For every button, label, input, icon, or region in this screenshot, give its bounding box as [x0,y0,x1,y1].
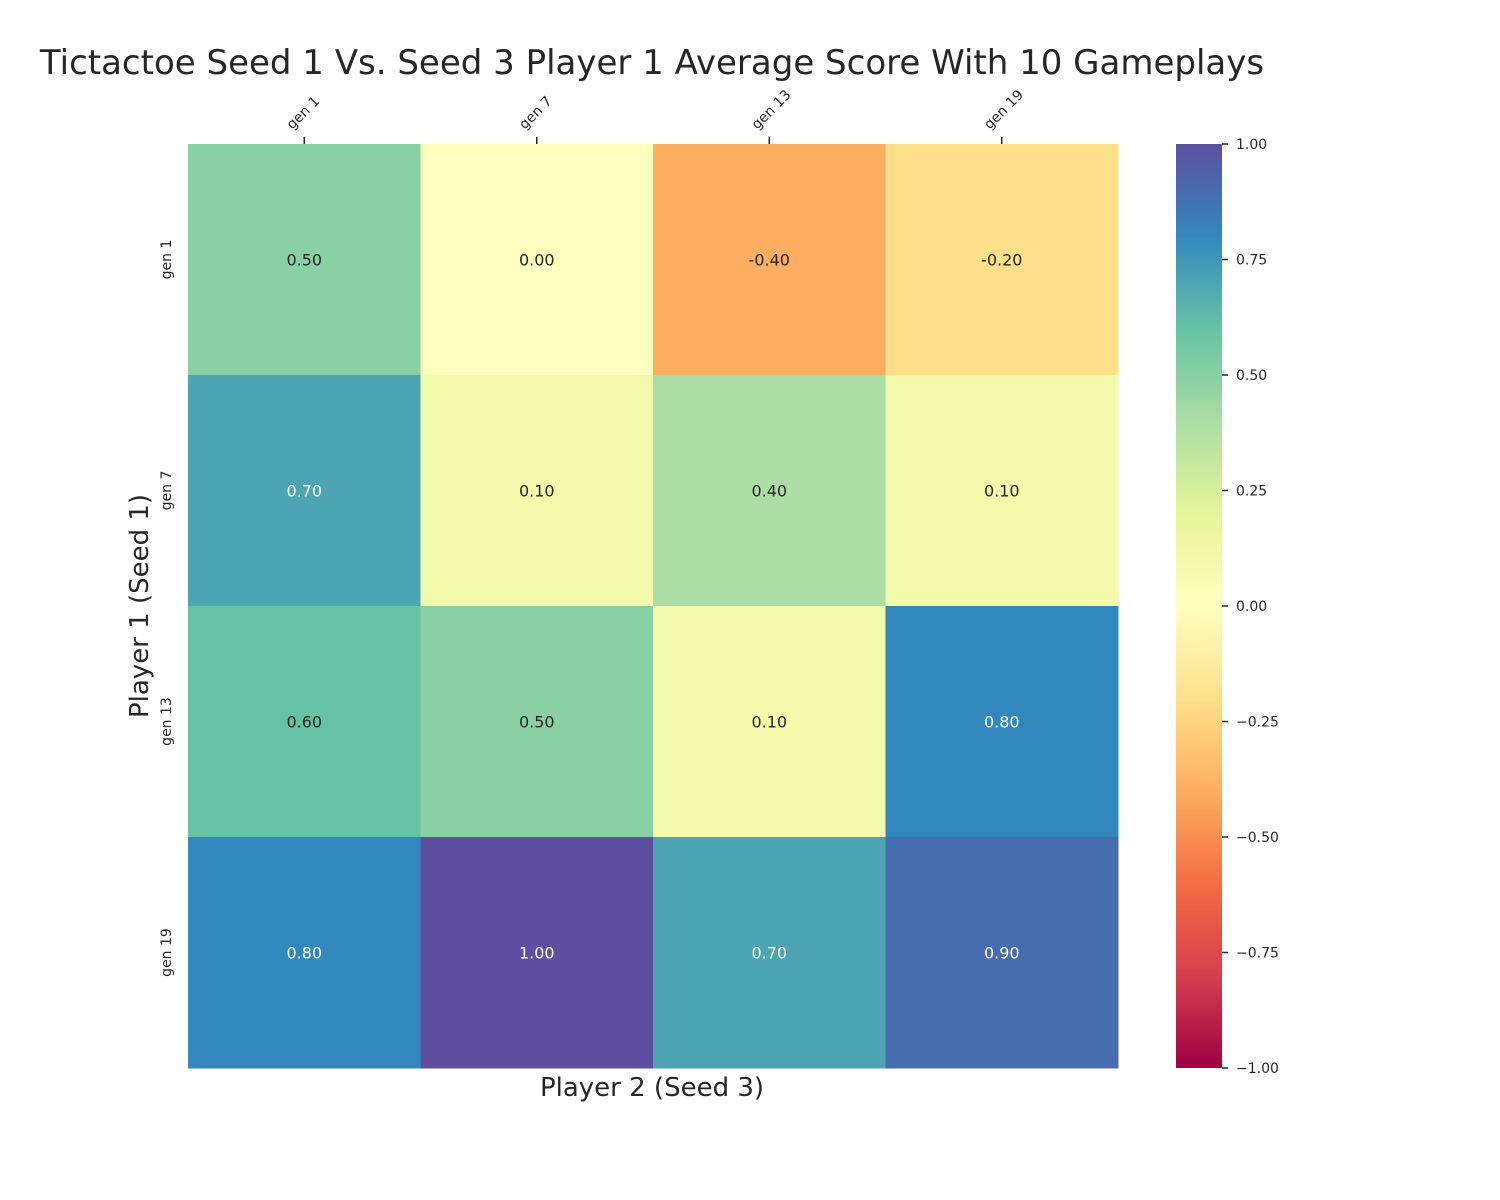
heatmap-cell [420,375,654,607]
heatmap-cell [653,837,886,1069]
cell-value-label: 0.90 [984,944,1020,963]
y-axis-label: Player 1 (Seed 1) [125,494,155,718]
cell-value-label: 1.00 [519,944,555,963]
cell-value-label: 0.10 [751,713,787,732]
colorbar-tick-label: 0.75 [1236,253,1267,269]
cell-value-label: 0.70 [751,944,787,963]
x-tick-label: gen 7 [516,93,555,132]
heatmap-cell [885,606,1119,838]
colorbar-tick-label: −0.25 [1236,715,1279,731]
heatmap-cell [188,837,421,1069]
y-tick-label: gen 7 [159,471,175,511]
heatmap-cell [420,837,654,1069]
colorbar-tick-label: 0.25 [1236,484,1267,500]
heatmap-cell [188,606,421,838]
cell-value-label: 0.80 [286,944,322,963]
colorbar-tick-label: −0.75 [1236,946,1279,962]
colorbar: 1.00 0.75 0.50 0.25 0.00 −0.25 −0.50 −0.75 −1.00 [1176,137,1279,1077]
cell-value-label: -0.40 [749,251,790,270]
cell-value-label: 0.60 [286,713,322,732]
heatmap-cell [885,837,1119,1069]
x-axis-ticks: gen 1 gen 7 gen 13 gen 19 [284,87,1027,144]
heatmap-cell [653,375,886,607]
x-tick-label: gen 13 [749,87,795,133]
cell-value-label: 0.80 [984,713,1020,732]
heatmap-cells: 0.50 0.00 -0.40 -0.20 0.70 0.10 0.40 0.10 0.60 0.… [188,144,1119,1069]
heatmap-cell [188,144,421,376]
heatmap-cell [188,375,421,607]
heatmap-cell [885,144,1119,376]
heatmap-cell [420,606,654,838]
heatmap-cell [653,144,886,376]
x-tick-label: gen 19 [981,87,1027,133]
cell-value-label: 0.10 [984,482,1020,501]
chart-title: Tictactoe Seed 1 Vs. Seed 3 Player 1 Ave… [39,43,1264,83]
colorbar-tick-label: −0.50 [1236,830,1279,846]
heatmap-cell [420,144,654,376]
y-tick-label: gen 19 [159,928,175,977]
colorbar-scale [1176,144,1222,1068]
y-axis-ticks: gen 1 gen 7 gen 13 gen 19 [159,240,175,977]
cell-value-label: 0.40 [751,482,787,501]
cell-value-label: 0.00 [519,251,555,270]
heatmap-cell [653,606,886,838]
y-tick-label: gen 1 [159,240,175,280]
cell-value-label: 0.50 [519,713,555,732]
heatmap-cell [885,375,1119,607]
cell-value-label: 0.70 [286,482,322,501]
colorbar-ticks: 1.00 0.75 0.50 0.25 0.00 −0.25 −0.50 −0.75 −1.00 [1222,137,1279,1077]
x-axis-label: Player 2 (Seed 3) [540,1073,764,1103]
colorbar-tick-label: −1.00 [1236,1061,1279,1077]
colorbar-tick-label: 0.50 [1236,368,1267,384]
cell-value-label: -0.20 [981,251,1022,270]
cell-value-label: 0.10 [519,482,555,501]
colorbar-tick-label: 0.00 [1236,599,1267,615]
x-tick-label: gen 1 [284,93,323,132]
cell-value-label: 0.50 [286,251,322,270]
colorbar-tick-label: 1.00 [1236,137,1267,153]
y-tick-label: gen 13 [159,697,175,746]
